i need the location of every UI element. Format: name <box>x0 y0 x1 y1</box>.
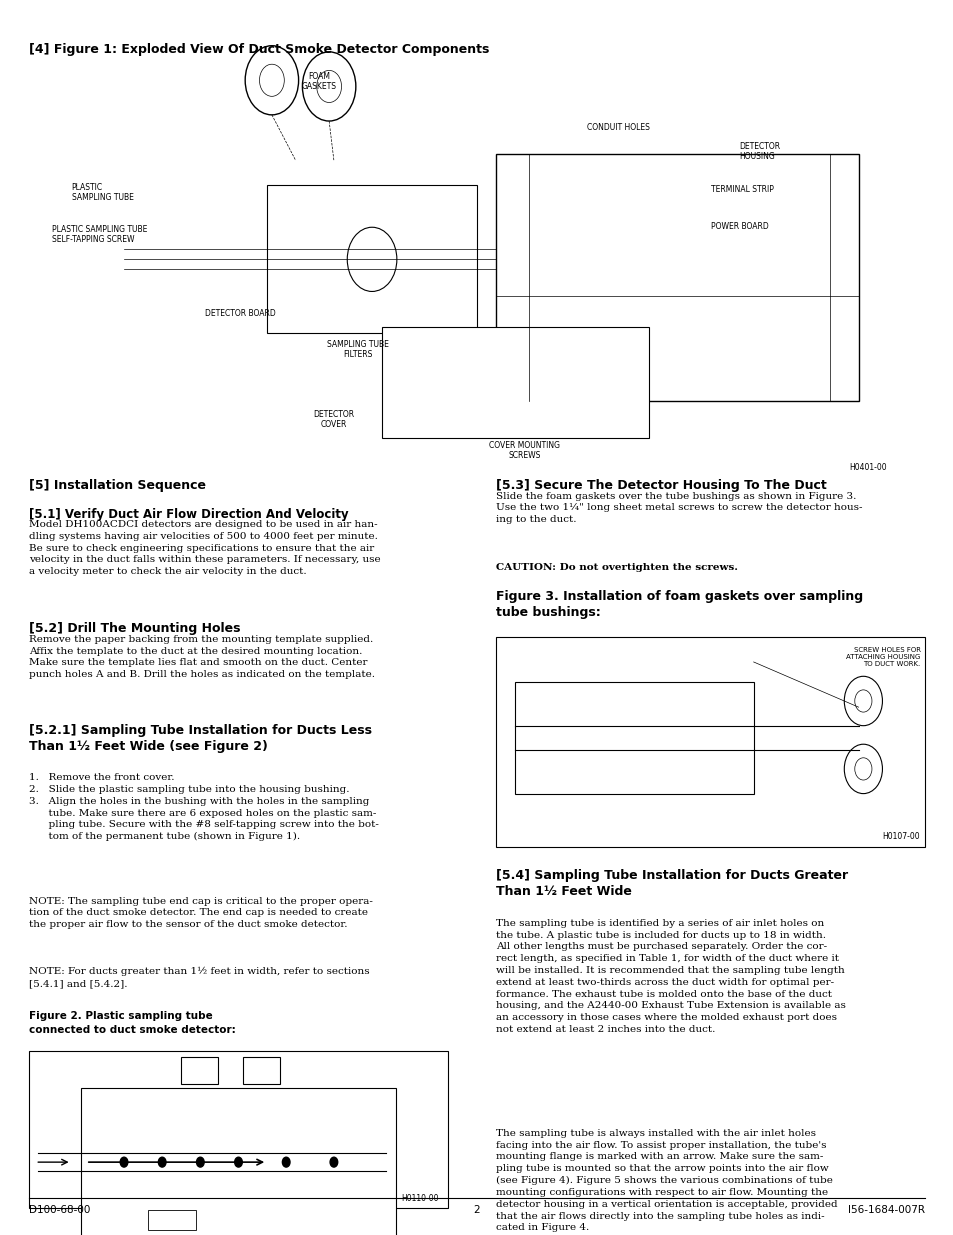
FancyBboxPatch shape <box>381 327 648 438</box>
Text: Slide the foam gaskets over the tube bushings as shown in Figure 3.
Use the two : Slide the foam gaskets over the tube bus… <box>496 492 862 524</box>
Circle shape <box>158 1157 166 1167</box>
Text: [5] Installation Sequence: [5] Installation Sequence <box>29 479 206 493</box>
FancyBboxPatch shape <box>496 154 858 401</box>
Text: TERMINAL STRIP: TERMINAL STRIP <box>710 185 773 194</box>
Text: PLASTIC
SAMPLING TUBE: PLASTIC SAMPLING TUBE <box>71 183 133 203</box>
Text: POWER BOARD: POWER BOARD <box>710 222 768 231</box>
FancyBboxPatch shape <box>148 1210 195 1230</box>
Text: Figure 2. Plastic sampling tube
connected to duct smoke detector:: Figure 2. Plastic sampling tube connecte… <box>29 1011 235 1035</box>
Text: CAUTION: Do not overtighten the screws.: CAUTION: Do not overtighten the screws. <box>496 563 738 572</box>
Text: [5.1] Verify Duct Air Flow Direction And Velocity: [5.1] Verify Duct Air Flow Direction And… <box>29 508 348 521</box>
Circle shape <box>196 1157 204 1167</box>
Text: I56-1684-007R: I56-1684-007R <box>847 1205 924 1215</box>
Text: H0401-00: H0401-00 <box>849 463 886 472</box>
Text: [5.3] Secure The Detector Housing To The Duct: [5.3] Secure The Detector Housing To The… <box>496 479 826 493</box>
Circle shape <box>234 1157 242 1167</box>
FancyBboxPatch shape <box>267 185 476 333</box>
Text: 1.   Remove the front cover.
2.   Slide the plastic sampling tube into the housi: 1. Remove the front cover. 2. Slide the … <box>29 773 378 841</box>
FancyBboxPatch shape <box>496 637 924 847</box>
Text: [5.2] Drill The Mounting Holes: [5.2] Drill The Mounting Holes <box>29 622 240 636</box>
FancyBboxPatch shape <box>181 1057 217 1084</box>
Text: D100-68-00: D100-68-00 <box>29 1205 90 1215</box>
Circle shape <box>282 1157 290 1167</box>
Text: Figure 3. Installation of foam gaskets over sampling
tube bushings:: Figure 3. Installation of foam gaskets o… <box>496 590 862 619</box>
Text: Model DH100ACDCI detectors are designed to be used in air han-
dling systems hav: Model DH100ACDCI detectors are designed … <box>29 520 380 577</box>
Text: CONDUIT HOLES: CONDUIT HOLES <box>586 124 649 132</box>
Circle shape <box>120 1157 128 1167</box>
Text: 2: 2 <box>474 1205 479 1215</box>
Text: NOTE: The sampling tube end cap is critical to the proper opera-
tion of the duc: NOTE: The sampling tube end cap is criti… <box>29 897 372 929</box>
Text: FOAM
GASKETS: FOAM GASKETS <box>302 72 336 91</box>
Text: Remove the paper backing from the mounting template supplied.
Affix the template: Remove the paper backing from the mounti… <box>29 635 375 679</box>
Text: DETECTOR
COVER: DETECTOR COVER <box>313 410 355 430</box>
Text: H0107-00: H0107-00 <box>882 832 919 841</box>
Circle shape <box>330 1157 337 1167</box>
Text: H0110-00: H0110-00 <box>401 1194 438 1203</box>
Text: [4] Figure 1: Exploded View Of Duct Smoke Detector Components: [4] Figure 1: Exploded View Of Duct Smok… <box>29 43 489 57</box>
FancyBboxPatch shape <box>515 683 753 794</box>
FancyBboxPatch shape <box>81 1088 395 1235</box>
Text: PLASTIC SAMPLING TUBE
SELF-TAPPING SCREW: PLASTIC SAMPLING TUBE SELF-TAPPING SCREW <box>52 225 148 245</box>
Text: SAMPLING TUBE
FILTERS: SAMPLING TUBE FILTERS <box>327 340 388 359</box>
Text: [5.4] Sampling Tube Installation for Ducts Greater
Than 1½ Feet Wide: [5.4] Sampling Tube Installation for Duc… <box>496 869 847 898</box>
Text: The sampling tube is always installed with the air inlet holes
facing into the a: The sampling tube is always installed wi… <box>496 1129 837 1233</box>
FancyBboxPatch shape <box>29 1051 448 1208</box>
Text: COVER MOUNTING
SCREWS: COVER MOUNTING SCREWS <box>489 441 559 461</box>
FancyBboxPatch shape <box>243 1057 279 1084</box>
Text: DETECTOR BOARD: DETECTOR BOARD <box>205 309 275 317</box>
Text: The sampling tube is identified by a series of air inlet holes on
the tube. A pl: The sampling tube is identified by a ser… <box>496 919 845 1034</box>
Text: DETECTOR
HOUSING: DETECTOR HOUSING <box>739 142 780 162</box>
Text: NOTE: For ducts greater than 1½ feet in width, refer to sections
[5.4.1] and [5.: NOTE: For ducts greater than 1½ feet in … <box>29 967 369 988</box>
Text: SCREW HOLES FOR
ATTACHING HOUSING
TO DUCT WORK.: SCREW HOLES FOR ATTACHING HOUSING TO DUC… <box>845 647 920 667</box>
Text: [5.2.1] Sampling Tube Installation for Ducts Less
Than 1½ Feet Wide (see Figure : [5.2.1] Sampling Tube Installation for D… <box>29 724 372 752</box>
